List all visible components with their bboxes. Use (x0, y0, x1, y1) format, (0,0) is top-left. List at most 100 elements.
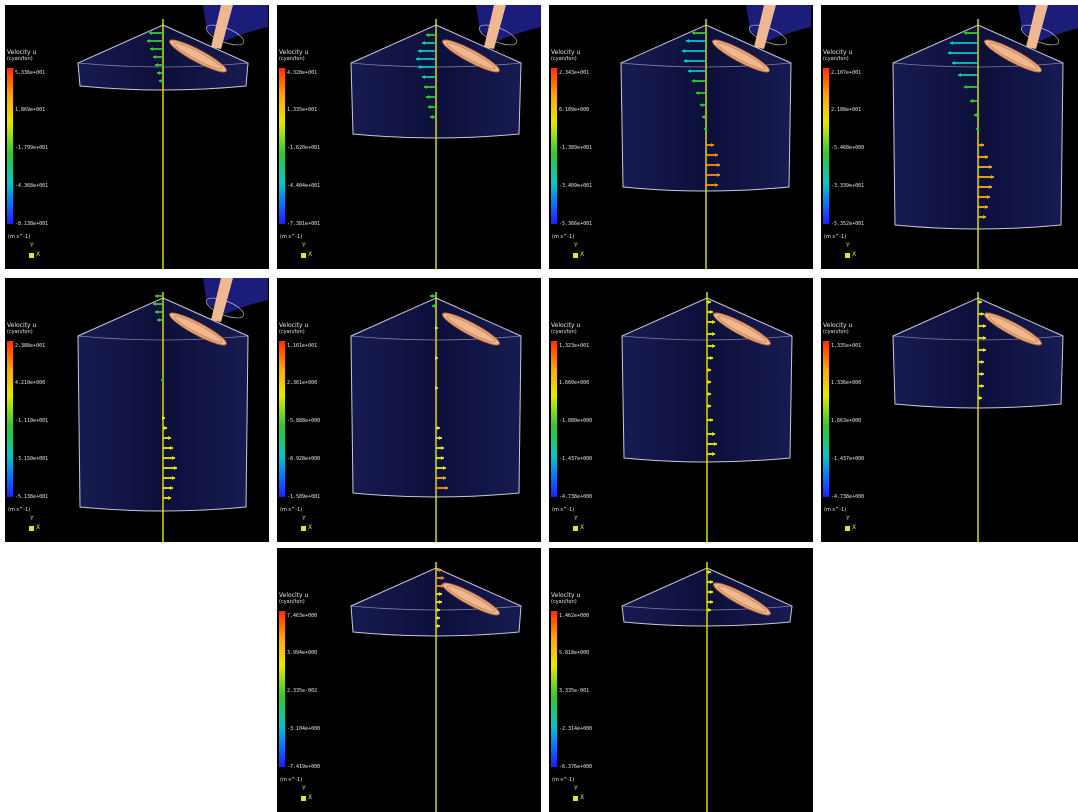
color-bar-tick: 3.994e+000 (287, 650, 318, 656)
legend-title: Velocity u (823, 49, 853, 56)
axis-x-label: X (36, 251, 41, 258)
units-label: (m s^-1) (824, 234, 847, 240)
color-bar-tick: -8.928e+000 (287, 456, 321, 462)
color-bar-tick: 2.107e+001 (831, 70, 862, 76)
arrow-head (147, 39, 150, 43)
arrow-head (979, 300, 982, 304)
color-bar-tick: 1.335e+001 (831, 343, 862, 349)
valve-ring (717, 315, 767, 343)
arrow-head (710, 600, 713, 604)
arrow-head (426, 33, 429, 37)
axis-y-label: Y (846, 242, 850, 249)
color-bar-tick: -5.138e+001 (15, 494, 49, 500)
legend-title: Velocity u (551, 49, 581, 56)
legend-title: Velocity u (7, 49, 37, 56)
units-label: (m s^-1) (280, 234, 303, 240)
cylinder-scene (892, 292, 1064, 542)
color-bar-tick: -4.368e+001 (15, 183, 49, 189)
arrow-head (172, 476, 175, 480)
arrow-head (161, 378, 164, 382)
legend-title: Velocity u (279, 322, 309, 329)
axis-y-label: Y (846, 515, 850, 522)
axis-y-label: Y (30, 515, 34, 522)
color-bar-tick: 4.328e+001 (287, 70, 318, 76)
legend-subtitle: (cyan/ton) (7, 329, 33, 335)
arrow-head (155, 63, 158, 67)
legend-subtitle: (cyan/ton) (823, 56, 849, 62)
color-bar-tick: -4.738e+000 (559, 494, 593, 500)
valve-ring (446, 315, 496, 343)
legend-title: Velocity u (279, 49, 309, 56)
arrow-head (443, 466, 446, 470)
legend-title: Velocity u (551, 592, 581, 599)
arrow-head (686, 39, 689, 43)
color-bar-tick: 5.818e+000 (559, 650, 590, 656)
color-bar-tick: -2.314e+000 (559, 726, 593, 732)
valve-ring (988, 42, 1038, 70)
legend-subtitle: (cyan/ton) (279, 56, 305, 62)
arrow-head (428, 105, 431, 109)
legend-subtitle: (cyan/ton) (7, 56, 33, 62)
units-label: (m s^-1) (280, 777, 303, 783)
color-bar-tick: 2.188e+001 (831, 107, 862, 113)
arrow-head (981, 312, 984, 316)
color-bar-tick: -3.104e+000 (287, 726, 321, 732)
simulation-panel: Velocity u (cyan/ton) 5.336e+001 1.869e+001… (5, 5, 269, 269)
legend-title: Velocity u (551, 322, 581, 329)
color-bar (279, 611, 285, 767)
color-bar (823, 341, 829, 497)
axis-x-label: X (852, 251, 857, 258)
arrow-head (174, 466, 177, 470)
arrow-head (981, 360, 984, 364)
arrow-head (692, 31, 695, 35)
valve-ring (173, 315, 223, 343)
color-bar-tick: -1.389e+001 (559, 145, 593, 151)
arrow-head (155, 310, 158, 314)
arrow-head (684, 59, 687, 63)
color-bar-tick: 1.462e+000 (559, 613, 590, 619)
simulation-panel: Velocity u (cyan/ton) 1.323e+001 1.660e+000… (549, 278, 813, 542)
axis-origin (29, 253, 34, 258)
intake-port (746, 5, 811, 41)
arrow-head (162, 416, 165, 420)
valve-stem (1026, 5, 1048, 49)
arrow-head (170, 486, 173, 490)
cylinder-scene (620, 5, 811, 269)
arrow-head (708, 300, 711, 304)
arrow-head (715, 183, 718, 187)
axis-origin (301, 526, 306, 531)
cylinder-scene (892, 5, 1078, 269)
color-bar-tick: 1.336e+000 (831, 380, 862, 386)
arrow-head (682, 49, 685, 53)
arrow-head (983, 336, 986, 340)
valve-disc (169, 312, 227, 346)
cylinder-scene (350, 562, 522, 812)
axis-y-label: Y (302, 242, 306, 249)
arrow-head (989, 165, 992, 169)
arrow-head (983, 348, 986, 352)
arrow-head (981, 384, 984, 388)
color-bar-tick: 1.161e+001 (287, 343, 318, 349)
color-bar-tick: 2.361e+000 (287, 380, 318, 386)
arrow-head (948, 51, 951, 55)
arrow-head (688, 69, 691, 73)
arrow-head (437, 616, 440, 620)
arrow-head (989, 185, 992, 189)
arrow-head (708, 392, 711, 396)
color-bar-tick: 2.343e+001 (559, 70, 590, 76)
arrow-head (981, 372, 984, 376)
arrow-head (435, 386, 438, 390)
color-bar (823, 68, 829, 224)
color-bar (279, 68, 285, 224)
arrow-head (435, 356, 438, 360)
axis-x-label: X (852, 524, 857, 531)
valve-stem (754, 5, 776, 49)
color-bar-tick: -3.150e+001 (15, 456, 49, 462)
color-bar-tick: -1.799e+001 (15, 145, 49, 151)
arrow-head (168, 436, 171, 440)
color-bar-tick: -1.437e+000 (559, 456, 593, 462)
axis-origin (29, 526, 34, 531)
